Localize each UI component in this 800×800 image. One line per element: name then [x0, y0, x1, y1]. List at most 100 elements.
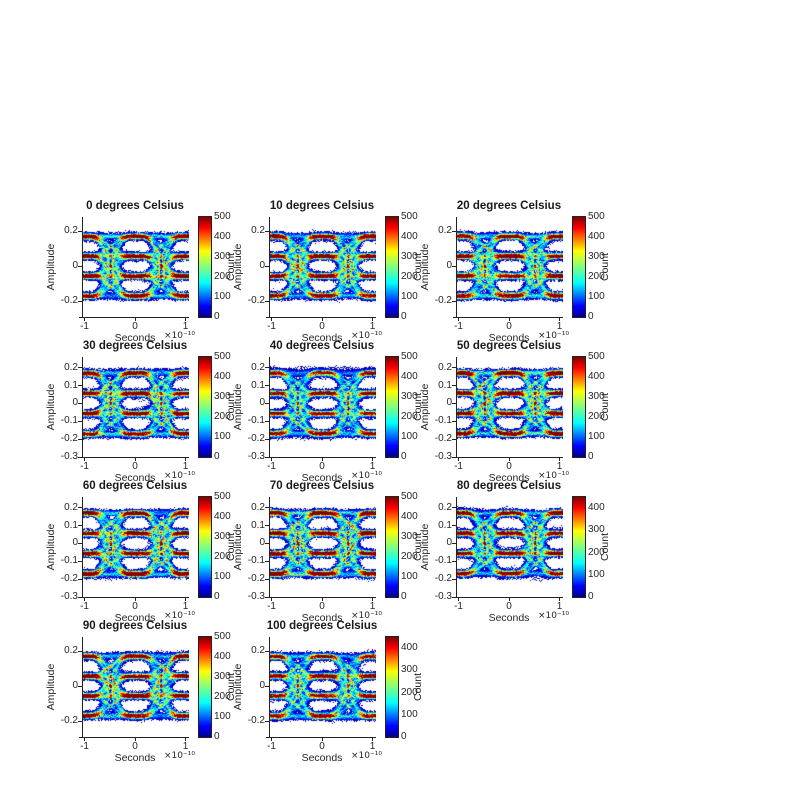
- y-tick-label: 0: [259, 260, 265, 272]
- x-tickmark: [458, 597, 459, 601]
- colorbar-tick-label: 400: [588, 502, 605, 514]
- subplot-title: 10 degrees Celsius: [269, 200, 375, 212]
- y-tick-label: 0: [446, 537, 452, 549]
- colorbar-tick-label: 0: [588, 451, 594, 462]
- y-tickmark: [452, 543, 456, 544]
- y-axis-spine: [82, 357, 83, 458]
- eye-diagram-canvas: [270, 637, 376, 737]
- y-tick-label: -0.3: [247, 591, 265, 602]
- eye-diagram-canvas: [457, 497, 563, 597]
- y-tick-label: 0.2: [64, 645, 78, 657]
- colorbar-tick-label: 400: [214, 231, 231, 242]
- x-exponent-label: ×10⁻¹⁰: [538, 331, 569, 341]
- x-tick-label: 0: [132, 321, 138, 332]
- y-axis-spine: [82, 217, 83, 318]
- y-axis-label: Amplitude: [45, 243, 57, 291]
- x-tick-label: -1: [267, 741, 276, 752]
- x-tickmark: [322, 597, 323, 601]
- x-tickmark: [372, 597, 373, 601]
- x-tickmark: [509, 457, 510, 461]
- y-tickmark: [452, 367, 456, 368]
- x-tick-label: -1: [267, 461, 276, 472]
- y-tick-label: -0.1: [434, 415, 452, 427]
- y-tickmark: [265, 579, 269, 580]
- x-exponent-label: ×10⁻¹⁰: [164, 471, 195, 481]
- x-tickmark: [509, 597, 510, 601]
- y-tick-label: -0.2: [247, 295, 265, 307]
- x-axis-label: Seconds: [114, 332, 156, 344]
- x-tickmark: [559, 317, 560, 321]
- eye-diagram-canvas: [457, 217, 563, 317]
- x-tickmark: [84, 597, 85, 601]
- y-tick-label: 0: [259, 537, 265, 549]
- colorbar-tick-label: 300: [401, 531, 418, 542]
- x-tick-label: 0: [132, 741, 138, 752]
- colorbar-tick-label: 300: [401, 251, 418, 262]
- y-tickmark: [452, 507, 456, 508]
- x-tick-label: 1: [182, 321, 189, 332]
- y-tick-label: 0: [72, 680, 78, 692]
- x-tickmark: [372, 317, 373, 321]
- y-tickmark: [452, 403, 456, 404]
- y-tickmark: [265, 721, 269, 722]
- x-tick-label: -1: [267, 321, 276, 332]
- y-axis-label: Amplitude: [232, 663, 244, 711]
- y-tickmark: [452, 597, 456, 598]
- colorbar-tick-label: 500: [401, 351, 418, 362]
- y-tick-label: 0.2: [438, 225, 452, 237]
- colorbar-tick-label: 0: [214, 591, 220, 602]
- y-tickmark: [265, 543, 269, 544]
- y-tick-label: -0.1: [60, 415, 78, 427]
- colorbar-tick-label: 300: [214, 531, 231, 542]
- x-axis-spine: [453, 317, 563, 318]
- colorbar-tick-label: 0: [214, 731, 220, 742]
- y-tick-label: -0.2: [434, 433, 452, 445]
- x-tickmark: [271, 597, 272, 601]
- colorbar-tick-label: 500: [214, 491, 231, 502]
- x-axis-spine: [79, 317, 189, 318]
- colorbar-tick-label: 0: [214, 451, 220, 462]
- y-tickmark: [78, 421, 82, 422]
- y-tick-label: -0.3: [434, 451, 452, 462]
- eye-diagram-canvas: [270, 497, 376, 597]
- y-tickmark: [78, 439, 82, 440]
- x-exponent-label: ×10⁻¹⁰: [538, 471, 569, 481]
- y-tickmark: [265, 301, 269, 302]
- x-tickmark: [135, 317, 136, 321]
- y-tick-label: -0.2: [60, 295, 78, 307]
- y-tickmark: [78, 721, 82, 722]
- x-tick-label: 0: [319, 321, 325, 332]
- y-axis-spine: [82, 497, 83, 598]
- y-tick-label: 0.2: [438, 501, 452, 513]
- subplot-title: 80 degrees Celsius: [456, 480, 562, 492]
- y-tickmark: [78, 597, 82, 598]
- x-axis-label: Seconds: [114, 612, 156, 624]
- y-tickmark: [452, 421, 456, 422]
- y-tick-label: -0.3: [60, 451, 78, 462]
- y-tick-label: 0.2: [64, 225, 78, 237]
- y-tickmark: [452, 385, 456, 386]
- y-tickmark: [265, 561, 269, 562]
- eye-diagram-canvas: [83, 637, 189, 737]
- x-tickmark: [135, 597, 136, 601]
- y-tick-label: 0: [72, 397, 78, 409]
- y-tickmark: [452, 266, 456, 267]
- x-tickmark: [559, 457, 560, 461]
- x-tick-label: 1: [182, 601, 189, 612]
- y-tickmark: [265, 367, 269, 368]
- subplot-title: 70 degrees Celsius: [269, 480, 375, 492]
- subplot-title: 0 degrees Celsius: [86, 200, 184, 212]
- colorbar: [572, 356, 586, 458]
- x-tick-label: -1: [80, 741, 89, 752]
- y-tickmark: [78, 507, 82, 508]
- colorbar-tick-label: 500: [588, 211, 605, 222]
- y-axis-spine: [82, 637, 83, 738]
- colorbar-tick-label: 100: [588, 568, 605, 580]
- colorbar-tick-label: 0: [401, 451, 407, 462]
- x-tickmark: [84, 457, 85, 461]
- y-tick-label: -0.1: [60, 555, 78, 567]
- x-axis-label: Seconds: [301, 752, 343, 764]
- colorbar: [198, 356, 212, 458]
- colorbar-tick-label: 200: [401, 411, 418, 422]
- x-axis-label: Seconds: [301, 612, 343, 624]
